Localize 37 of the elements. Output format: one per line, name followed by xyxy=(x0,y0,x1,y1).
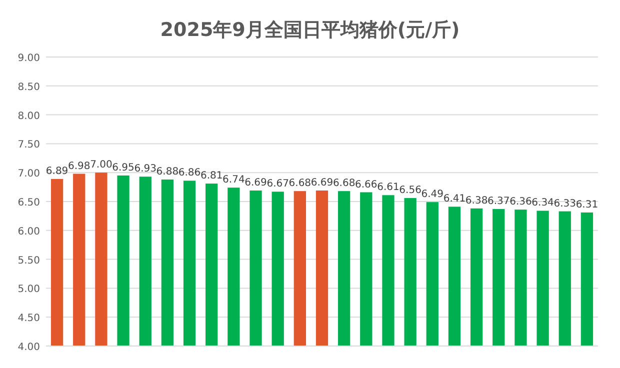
value-label: 7.00 xyxy=(90,160,112,171)
ytick: 4.00 xyxy=(18,342,40,353)
ytick: 5.50 xyxy=(18,255,40,266)
value-label: 6.34 xyxy=(532,198,554,209)
value-label: 6.68 xyxy=(332,178,356,190)
value-label: 6.38 xyxy=(465,195,488,206)
ytick: 6.00 xyxy=(18,226,40,238)
value-label: 6.37 xyxy=(488,196,510,208)
value-label: 6.95 xyxy=(112,162,134,174)
value-label: 6.69 xyxy=(244,178,267,189)
value-label: 6.93 xyxy=(134,164,156,175)
value-label: 6.67 xyxy=(266,178,289,190)
value-label: 6.81 xyxy=(200,170,223,182)
value-label: 6.88 xyxy=(156,166,179,178)
ytick: 8.00 xyxy=(18,110,40,122)
ytick: 7.50 xyxy=(18,140,40,151)
value-label: 6.86 xyxy=(178,168,201,179)
value-label: 6.33 xyxy=(554,198,576,210)
value-label: 6.36 xyxy=(510,196,532,208)
value-label: 6.69 xyxy=(310,178,334,189)
ytick: 4.50 xyxy=(18,313,40,324)
value-label: 6.74 xyxy=(222,174,245,186)
value-label: 6.31 xyxy=(576,199,598,210)
value-label: 6.61 xyxy=(377,182,400,194)
value-label: 6.56 xyxy=(399,185,422,196)
ytick: 9.00 xyxy=(18,53,40,64)
value-label: 6.98 xyxy=(68,160,90,172)
ytick: 7.00 xyxy=(18,168,40,180)
value-label: 6.49 xyxy=(421,189,444,200)
title: 2025年9月全国日平均猪价(元/斤) xyxy=(160,19,460,41)
ytick: 5.00 xyxy=(18,284,40,296)
ytick: 6.50 xyxy=(18,198,40,208)
value-label: 6.89 xyxy=(46,166,68,177)
value-label: 6.41 xyxy=(443,194,466,205)
value-label: 6.68 xyxy=(288,178,312,190)
ytick: 8.50 xyxy=(18,82,40,93)
value-label: 6.66 xyxy=(355,179,378,190)
